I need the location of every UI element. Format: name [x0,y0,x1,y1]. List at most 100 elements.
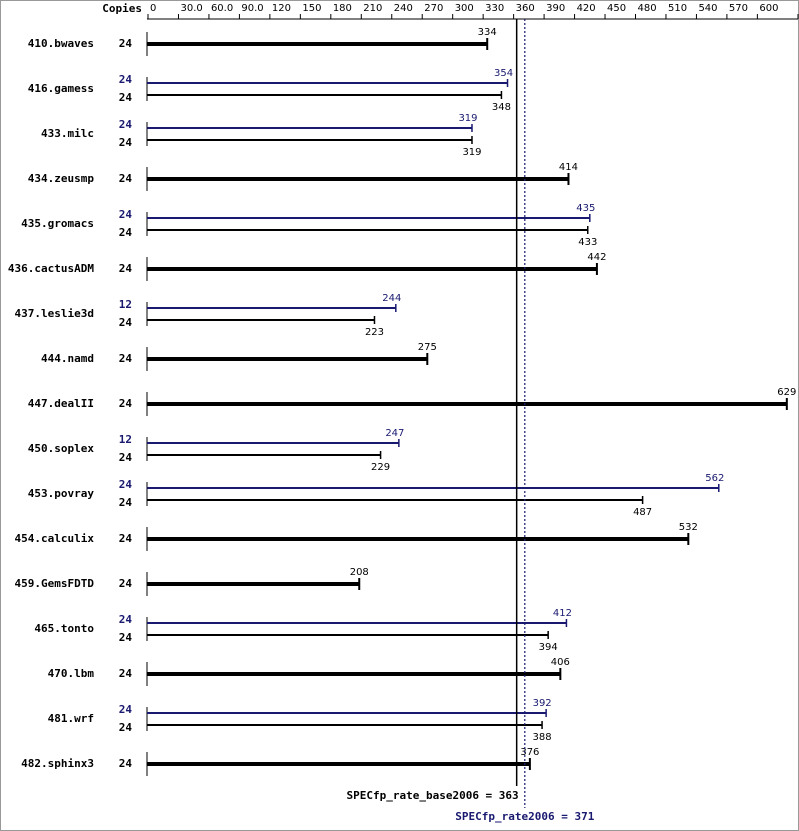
copies-label: 24 [119,451,133,464]
copies-label: 24 [119,316,133,329]
bar [147,357,428,361]
copies-label: 24 [119,172,133,185]
value-label: 388 [533,732,552,743]
benchmark-label: 433.milc [41,127,94,140]
x-tick-label: 450 [607,3,626,14]
value-label: 629 [777,387,796,398]
copies-label: 24 [119,532,133,545]
value-label: 406 [551,657,570,668]
copies-label: 24 [119,613,133,626]
bar-base [147,454,381,456]
bar-base [147,724,543,726]
reference-label: SPECfp_rate_base2006 = 363 [346,789,518,802]
value-label: 487 [633,507,652,518]
value-label: 414 [559,162,578,173]
value-label: 208 [350,567,369,578]
x-tick-label: 360 [516,3,535,14]
bar-peak [147,622,567,624]
benchmark-label: 481.wrf [48,712,94,725]
x-tick-label: 570 [729,3,748,14]
copies-label: 24 [119,37,133,50]
bar-base [147,499,643,501]
value-label: 319 [462,147,481,158]
value-label: 223 [365,327,384,338]
bar-base [147,319,375,321]
bar [147,42,488,46]
value-label: 334 [478,27,497,38]
copies-label: 24 [119,478,133,491]
benchmark-label: 465.tonto [34,622,94,635]
x-tick-label: 30.0 [180,3,202,14]
x-tick-label: 60.0 [211,3,233,14]
copies-label: 24 [119,208,133,221]
copies-label: 24 [119,631,133,644]
bar-peak [147,712,547,714]
bar [147,762,530,766]
bar-peak [147,127,472,129]
copies-label: 24 [119,352,133,365]
x-tick-label: 480 [638,3,657,14]
copies-header: Copies [102,2,142,15]
benchmark-label: 447.dealII [28,397,94,410]
value-label: 244 [382,293,401,304]
benchmark-label: 450.soplex [28,442,95,455]
value-label: 275 [418,342,437,353]
benchmark-label: 416.gamess [28,82,94,95]
value-label: 412 [553,608,572,619]
x-tick-label: 120 [272,3,291,14]
x-tick-label: 600 [759,3,778,14]
x-tick-label: 90.0 [241,3,263,14]
x-tick-label: 420 [577,3,596,14]
benchmark-label: 453.povray [28,487,95,500]
benchmark-label: 435.gromacs [21,217,94,230]
benchmark-label: 410.bwaves [28,37,94,50]
copies-label: 24 [119,703,133,716]
benchmark-label: 434.zeusmp [28,172,95,185]
x-tick-label: 150 [302,3,321,14]
value-label: 376 [520,747,539,758]
value-label: 229 [371,462,390,473]
copies-label: 24 [119,118,133,131]
copies-label: 24 [119,667,133,680]
bar [147,537,689,541]
x-tick-label: 240 [394,3,413,14]
bar-peak [147,307,396,309]
value-label: 348 [492,102,511,113]
copies-label: 24 [119,397,133,410]
benchmark-label: 482.sphinx3 [21,757,94,770]
copies-label: 24 [119,496,133,509]
bar [147,402,787,406]
bar-peak [147,442,399,444]
copies-label: 24 [119,73,133,86]
benchmark-label: 444.namd [41,352,94,365]
bar-base [147,634,549,636]
copies-label: 24 [119,721,133,734]
copies-label: 24 [119,136,133,149]
copies-label: 24 [119,577,133,590]
value-label: 562 [705,473,724,484]
x-tick-label: 390 [546,3,565,14]
bar-base [147,94,502,96]
value-label: 532 [679,522,698,533]
copies-label: 24 [119,757,133,770]
x-tick-label: 540 [698,3,717,14]
bar [147,177,569,181]
benchmark-label: 454.calculix [15,532,95,545]
value-label: 392 [533,698,552,709]
x-tick-label: 330 [485,3,504,14]
x-tick-label: 510 [668,3,687,14]
x-tick-label: 270 [424,3,443,14]
benchmark-label: 470.lbm [48,667,95,680]
bar-peak [147,217,590,219]
bar [147,582,360,586]
value-label: 319 [458,113,477,124]
value-label: 435 [576,203,595,214]
copies-label: 12 [119,298,132,311]
bar-peak [147,82,508,84]
copies-label: 24 [119,262,133,275]
bar [147,267,597,271]
bar-base [147,229,588,231]
copies-label: 12 [119,433,132,446]
bar [147,672,561,676]
